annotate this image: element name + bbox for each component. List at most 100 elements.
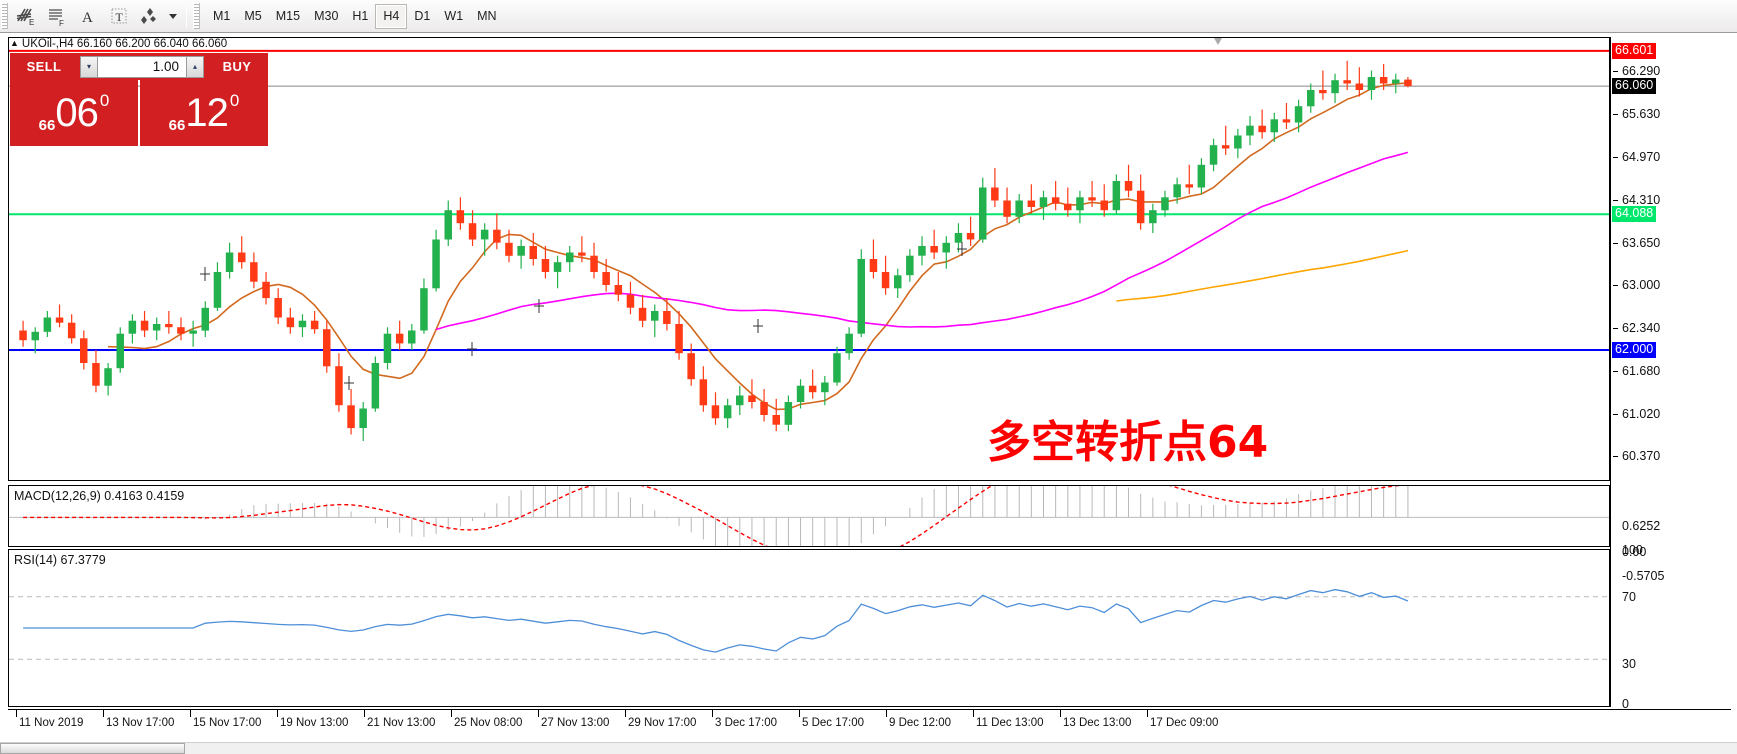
time-tick-label: 13 Nov 17:00 [106, 717, 175, 729]
time-tick-mark [103, 710, 104, 717]
time-tick-label: 17 Dec 09:00 [1150, 717, 1219, 729]
tab-timeframe-m30[interactable]: M30 [314, 9, 339, 23]
tab-timeframe-m1[interactable]: M1 [213, 9, 231, 23]
price-tick-label: 60.370 [1622, 448, 1661, 463]
symbol-header: ▲ UKOil-,H4 66.160 66.200 66.040 66.060 [10, 38, 227, 50]
time-tick-mark [973, 710, 974, 717]
volume-increase-button[interactable]: ▴ [186, 55, 204, 78]
buy-button[interactable]: BUY [206, 53, 268, 80]
price-tick-label: 61.680 [1622, 363, 1661, 378]
time-tick-label: 19 Nov 13:00 [280, 717, 349, 729]
price-tick-mark [1613, 156, 1618, 158]
svg-text:E: E [29, 18, 34, 27]
volume-decrease-button[interactable]: ▾ [80, 55, 98, 78]
time-tick-mark [1060, 710, 1061, 717]
rsi-axis-label: 70 [1622, 590, 1636, 604]
buy-price-display[interactable]: 66 12 0 [140, 80, 268, 146]
tab-timeframe-h1[interactable]: H1 [352, 9, 369, 23]
time-tick-label: 11 Dec 13:00 [976, 717, 1044, 729]
green-level-badge[interactable]: 64.088 [1612, 206, 1657, 223]
price-chart-canvas [9, 38, 1609, 441]
timeframe-group: M1 M5 M15 M30 H1 H4 D1 W1 MN [206, 3, 504, 30]
macd-canvas [9, 486, 1609, 546]
price-tick-mark [1613, 199, 1618, 201]
tab-timeframe-h4[interactable]: H4 [375, 3, 408, 29]
blue-level-badge[interactable]: 62.000 [1612, 342, 1657, 358]
price-tick-label: 63.650 [1622, 235, 1661, 250]
time-tick-mark [799, 710, 800, 717]
sell-button[interactable]: SELL [10, 53, 78, 80]
bid-line-badge[interactable]: 66.060 [1612, 78, 1657, 95]
indicators-icon[interactable]: E [10, 3, 41, 30]
sell-price-display[interactable]: 66 06 0 [10, 80, 138, 146]
svg-text:A: A [82, 10, 93, 26]
rsi-indicator-pane[interactable]: RSI(14) 67.3779 [8, 549, 1610, 707]
volume-stepper[interactable]: ▾ 1.00 ▴ [78, 53, 206, 80]
price-tick-label: 61.020 [1622, 406, 1661, 421]
price-chart-pane[interactable]: 多空转折点64 [8, 37, 1610, 481]
timeframe-grip[interactable] [193, 3, 200, 29]
price-tick-label: 63.000 [1622, 278, 1661, 292]
rsi-label: RSI(14) 67.3779 [14, 553, 106, 567]
svg-text:F: F [59, 19, 64, 27]
time-tick-mark [277, 710, 278, 717]
tab-timeframe-w1[interactable]: W1 [444, 9, 464, 23]
macd-axis-label: 0.6252 [1622, 519, 1661, 533]
time-tick-label: 11 Nov 2019 [19, 717, 84, 729]
toolbar-grip[interactable] [1, 3, 8, 29]
svg-text:T: T [115, 10, 123, 24]
time-tick-mark [625, 710, 626, 717]
time-tick-mark [886, 710, 887, 717]
sell-price-whole: 66 [38, 117, 56, 134]
time-tick-label: 5 Dec 17:00 [802, 717, 865, 729]
scrollbar-thumb[interactable] [0, 743, 185, 754]
time-tick-label: 9 Dec 12:00 [889, 717, 952, 729]
time-tick-mark [190, 710, 191, 717]
time-tick-label: 21 Nov 13:00 [367, 717, 436, 729]
volume-input[interactable]: 1.00 [98, 55, 186, 78]
ask-line-badge[interactable]: 66.601 [1612, 42, 1657, 59]
collapse-triangle-icon[interactable]: ▲ [10, 38, 19, 48]
tab-timeframe-mn[interactable]: MN [477, 9, 497, 23]
rsi-axis-label: 30 [1622, 657, 1636, 671]
time-tick-label: 15 Nov 17:00 [193, 717, 262, 729]
buy-price-whole: 66 [168, 117, 186, 134]
text-label-icon[interactable]: A [72, 3, 103, 30]
price-tick-label: 65.630 [1622, 107, 1661, 122]
trade-panel-top-row: SELL ▾ 1.00 ▴ BUY [10, 53, 268, 80]
sell-price-fraction: 0 [99, 91, 110, 110]
templates-icon[interactable]: F [41, 3, 72, 30]
chart-area: 多空转折点64 ▲ UKOil-,H4 66.160 66.200 66.040 … [0, 33, 1737, 754]
price-axis[interactable]: 66.290 65.630 64.970 64.310 63.650 63.000 62.3… [1610, 37, 1731, 711]
toolbar-separator [186, 4, 187, 28]
macd-axis-label: 0.00 [1622, 545, 1647, 559]
sell-price-big: 06 [55, 91, 98, 135]
chart-annotation-text: 多空转折点64 [987, 417, 1269, 468]
macd-indicator-pane[interactable]: MACD(12,26,9) 0.4163 0.4159 [8, 485, 1610, 547]
objects-icon[interactable] [134, 3, 165, 30]
tab-timeframe-d1[interactable]: D1 [414, 9, 431, 23]
price-tick-label: 62.340 [1622, 320, 1661, 335]
price-tick-mark [1613, 327, 1618, 329]
chevron-down-icon[interactable] [165, 3, 181, 30]
time-tick-label: 25 Nov 08:00 [454, 717, 523, 729]
time-tick-mark [1147, 710, 1148, 717]
one-click-trading-panel[interactable]: SELL ▾ 1.00 ▴ BUY 66 06 0 66 12 0 [10, 53, 268, 146]
price-tick-mark [1613, 71, 1618, 73]
time-tick-mark [364, 710, 365, 717]
macd-axis-label: -0.5705 [1622, 569, 1665, 583]
time-tick-label: 27 Nov 13:00 [541, 717, 610, 729]
buy-price-fraction: 0 [229, 91, 240, 110]
buy-price-big: 12 [185, 91, 228, 135]
time-tick-label: 13 Dec 13:00 [1063, 717, 1132, 729]
symbol-header-text: UKOil-,H4 66.160 66.200 66.040 66.060 [21, 38, 228, 50]
rsi-axis-label: 0 [1622, 697, 1629, 711]
tab-timeframe-m15[interactable]: M15 [275, 9, 301, 23]
tab-timeframe-m5[interactable]: M5 [244, 9, 262, 23]
time-tick-label: 3 Dec 17:00 [715, 717, 778, 729]
price-tick-label: 64.970 [1622, 149, 1661, 164]
price-tick-mark [1613, 370, 1618, 372]
text-box-icon[interactable]: T [103, 3, 134, 30]
horizontal-scrollbar[interactable] [0, 742, 1737, 754]
